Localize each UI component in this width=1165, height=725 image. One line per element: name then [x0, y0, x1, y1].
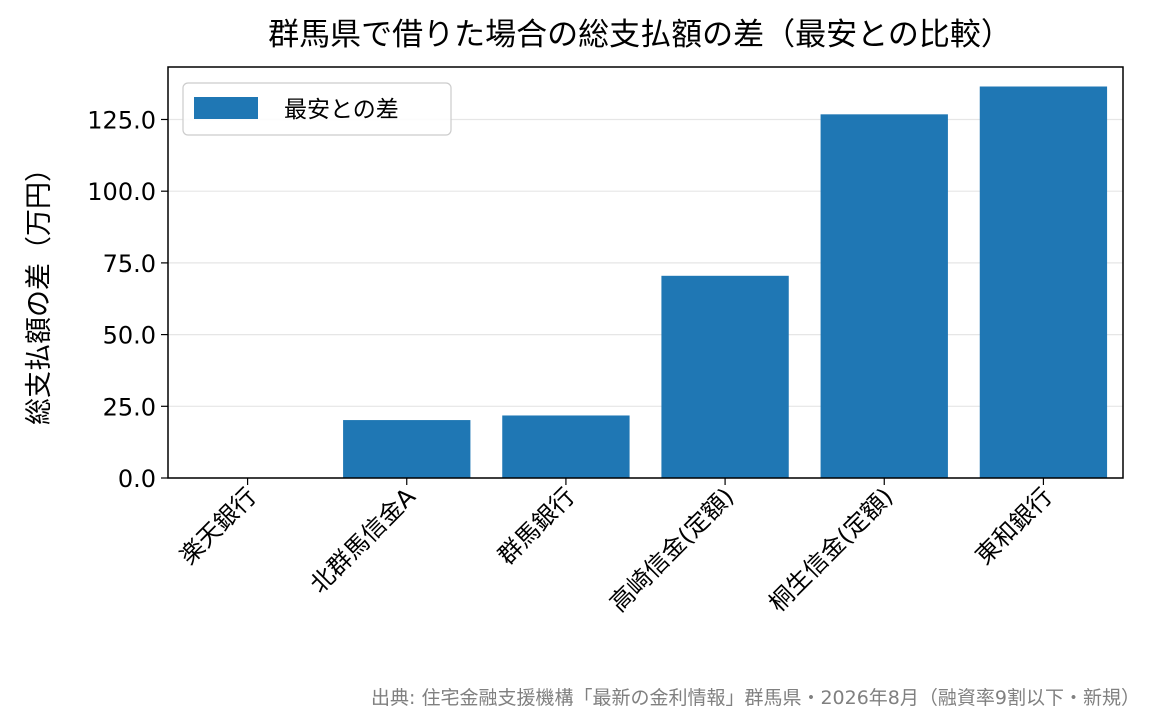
- legend-label: 最安との差: [284, 97, 399, 123]
- y-axis-label: 総支払額の差（万円）: [24, 155, 55, 425]
- x-tick-label: 群馬銀行: [492, 482, 580, 570]
- y-axis-ticks: 0.0 25.0 50.0 75.0 100.0 125.0: [87, 106, 168, 493]
- y-tick-label: 125.0: [87, 106, 156, 134]
- x-tick-label: 東和銀行: [970, 482, 1058, 570]
- bar: [979, 86, 1108, 478]
- y-tick-label: 100.0: [87, 178, 156, 206]
- bar: [343, 420, 471, 478]
- bars: [343, 86, 1108, 479]
- source-note: 出典: 住宅金融支援機構「最新の金利情報」群馬県・2026年8月（融資率9割以下…: [371, 687, 1140, 709]
- x-tick-label: 高崎信金(定額): [604, 482, 739, 617]
- chart-title: 群馬県で借りた場合の総支払額の差（最安との比較）: [268, 17, 1012, 53]
- y-tick-label: 75.0: [103, 250, 156, 278]
- bar: [502, 415, 630, 478]
- plot-area-frame: [167, 66, 1124, 479]
- x-axis-ticks: 楽天銀行 北群馬信金A 群馬銀行 高崎信金(定額) 桐生信金(定額) 東和銀行: [174, 478, 1058, 617]
- x-tick-label: 桐生信金(定額): [764, 482, 899, 617]
- bar: [820, 114, 948, 479]
- bar: [661, 275, 789, 478]
- y-tick-label: 25.0: [103, 393, 156, 421]
- legend: 最安との差: [182, 82, 452, 136]
- legend-swatch: [194, 97, 258, 119]
- x-tick-label: 北群馬信金A: [305, 482, 422, 599]
- y-tick-label: 0.0: [118, 465, 156, 493]
- y-tick-label: 50.0: [103, 322, 156, 350]
- x-tick-label: 楽天銀行: [174, 482, 262, 570]
- legend-box: [182, 82, 452, 136]
